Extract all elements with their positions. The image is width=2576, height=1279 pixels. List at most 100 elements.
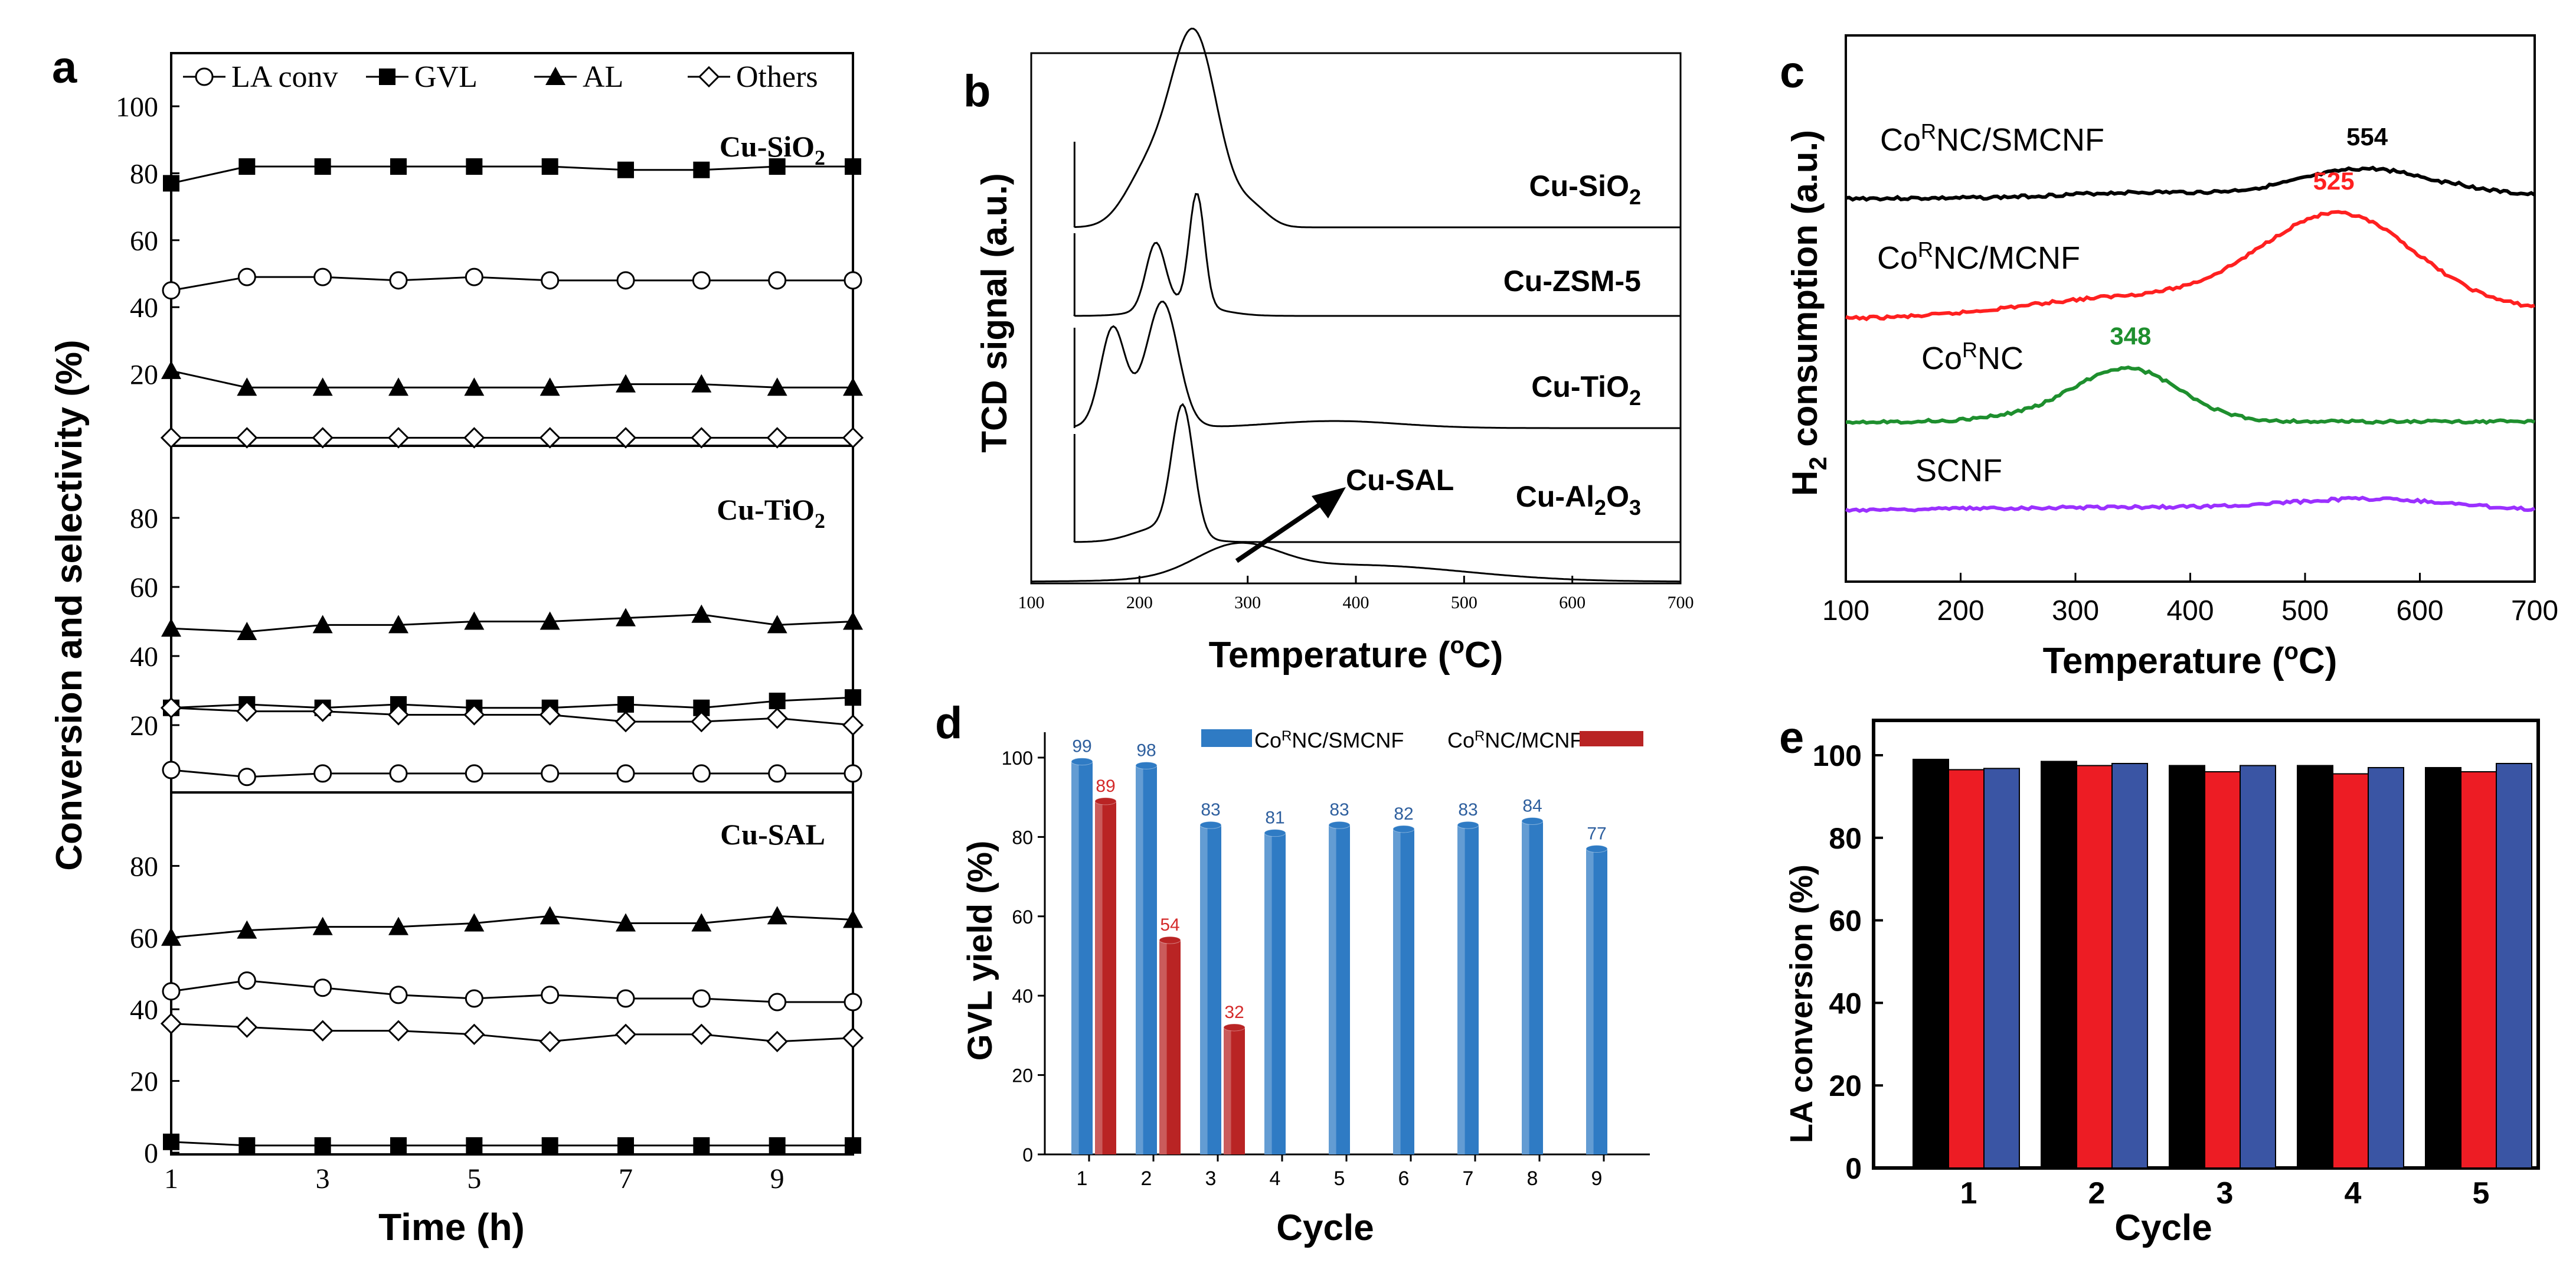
panel-c-curve xyxy=(1845,495,2536,513)
panel-a-point xyxy=(766,427,788,449)
panel-d-bar-body xyxy=(1071,761,1093,1154)
panel-a-point xyxy=(312,377,333,396)
panel-a-point xyxy=(617,1137,634,1154)
panel-a-series-line xyxy=(171,1022,854,1043)
panel-d-bar-label: 89 xyxy=(1096,776,1115,796)
panel-d-ytick-label: 40 xyxy=(1012,986,1033,1007)
panel-a-point xyxy=(767,615,787,634)
panel-a-point xyxy=(616,374,636,393)
legend-swatch-smcnf xyxy=(1201,729,1252,747)
panel-a-point xyxy=(616,764,635,783)
panel-e-bar xyxy=(1948,769,1985,1169)
panel-a-series-line xyxy=(171,614,854,633)
panel-d-bar-body xyxy=(1200,825,1221,1154)
panel-a-point xyxy=(616,989,635,1008)
panel-a-ytick-label: 100 xyxy=(116,92,158,123)
panel-a-point xyxy=(387,1020,410,1042)
panel-d-bar-body xyxy=(1136,765,1157,1154)
panel-b-label-sal: Cu-SAL xyxy=(1346,464,1454,497)
panel-b-xtick-label: 600 xyxy=(1559,593,1586,612)
panel-a-point xyxy=(465,764,483,783)
panel-d-bar-label: 54 xyxy=(1160,915,1179,935)
panel-a-ytick-label: 80 xyxy=(130,503,158,534)
panel-d-bar xyxy=(1521,817,1544,1154)
panel-d-bar-highlight xyxy=(1071,761,1079,1154)
panel-b-xtick-label: 400 xyxy=(1343,593,1369,612)
panel-a-point xyxy=(390,158,407,175)
panel-d-bar-highlight xyxy=(1095,801,1103,1154)
panel-a-point xyxy=(614,711,637,733)
panel-d-bar-body xyxy=(1224,1027,1245,1154)
panel-d-bar-highlight xyxy=(1393,828,1401,1154)
panel-e-bar xyxy=(1913,758,1949,1169)
panel-d-bar-highlight xyxy=(1224,1027,1231,1154)
panel-e-ytick-label: 0 xyxy=(1845,1152,1862,1185)
panel-d-bar xyxy=(1223,1023,1245,1154)
panel-a-subplot-label: Cu-SAL xyxy=(720,818,825,851)
panel-a-xtick-label: 3 xyxy=(316,1163,330,1195)
panel-d-bar xyxy=(1586,845,1608,1154)
panel-a-point xyxy=(236,700,258,722)
panel-d-bar xyxy=(1392,825,1415,1154)
panel-d-bar-label: 83 xyxy=(1458,800,1477,820)
panel-a-point xyxy=(541,986,560,1004)
panel-d-bar-cap xyxy=(1521,817,1544,826)
panel-a-point xyxy=(314,158,331,175)
panel-e-bar xyxy=(2041,761,2077,1169)
panel-a-point xyxy=(236,427,258,449)
panel-d-bar-cap xyxy=(1586,845,1608,853)
panel-a-point xyxy=(237,768,256,787)
legend-label-mcnf: CoRNC/MCNF xyxy=(1447,728,1583,752)
panel-e-xtick-label: 4 xyxy=(2345,1176,2362,1211)
panel-d-bar-label: 83 xyxy=(1201,800,1220,820)
panel-a-ytick-label: 80 xyxy=(130,158,158,190)
panel-c-curve xyxy=(1845,365,2536,425)
panel-a-point xyxy=(692,271,711,290)
panel-d-bar xyxy=(1071,758,1093,1154)
panel-a-point xyxy=(388,615,408,634)
panel-a-ytick-label: 60 xyxy=(130,226,158,257)
panel-a-point xyxy=(540,906,560,925)
panel-a-point xyxy=(238,158,256,175)
panel-e-ylabel: LA conversion (%) xyxy=(1784,864,1819,1143)
panel-a-point xyxy=(464,913,485,932)
panel-e-xlabel: Cycle xyxy=(2114,1208,2212,1248)
panel-a-series-line xyxy=(171,696,854,709)
panel-a-point xyxy=(842,427,864,449)
panel-a-point xyxy=(237,622,257,641)
panel-d-bar-cap xyxy=(1159,936,1181,944)
panel-a-point xyxy=(312,427,334,449)
panel-a-point xyxy=(844,764,862,783)
panel-d-xtick-label: 7 xyxy=(1463,1167,1474,1190)
panel-a-legend-marker xyxy=(195,67,214,86)
panel-a-point xyxy=(237,267,256,286)
panel-b-xlabel: Temperature (oC) xyxy=(1209,632,1503,676)
panel-a-point xyxy=(693,161,710,178)
panel-a-series-line xyxy=(171,980,853,1003)
panel-c-peak-label: 525 xyxy=(2313,167,2355,195)
panel-a-point xyxy=(692,764,711,783)
panel-c-xtick-label: 200 xyxy=(1937,595,1984,627)
panel-a-point xyxy=(540,611,560,630)
panel-d-xlabel: Cycle xyxy=(1276,1208,1374,1248)
panel-a-point xyxy=(693,1137,710,1154)
panel-c-xlabel: Temperature (oC) xyxy=(2043,638,2338,681)
panel-c-peak-label: 348 xyxy=(2110,322,2151,350)
panel-a-point xyxy=(465,989,483,1008)
panel-a-point xyxy=(539,1030,561,1052)
panel-a-point xyxy=(389,764,408,783)
panel-b-xtick-label: 300 xyxy=(1234,593,1261,612)
panel-e-bar xyxy=(2169,765,2205,1169)
panel-d-bar-highlight xyxy=(1457,825,1465,1154)
panel-b-xtick-label: 100 xyxy=(1018,593,1045,612)
panel-a-point xyxy=(237,920,257,939)
panel-a-point xyxy=(766,707,788,729)
panel-d-bar-label: 83 xyxy=(1329,800,1349,820)
panel-a-ytick-label: 40 xyxy=(130,641,158,673)
panel-a-point xyxy=(843,611,863,630)
panel-c-xtick-label: 100 xyxy=(1822,595,1869,627)
panel-a-point xyxy=(160,427,182,449)
panel-d-bar-cap xyxy=(1223,1023,1245,1032)
panel-a-point xyxy=(843,909,863,928)
panel-e-xtick-label: 1 xyxy=(1960,1176,1977,1211)
